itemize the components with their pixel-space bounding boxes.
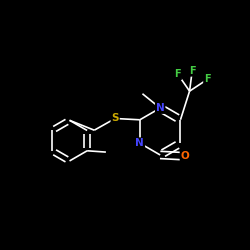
- Text: O: O: [180, 151, 189, 161]
- Text: F: F: [204, 74, 210, 85]
- Text: F: F: [189, 66, 196, 76]
- Text: S: S: [111, 114, 119, 124]
- Text: N: N: [156, 103, 164, 113]
- Text: N: N: [136, 138, 144, 148]
- Text: F: F: [174, 69, 181, 79]
